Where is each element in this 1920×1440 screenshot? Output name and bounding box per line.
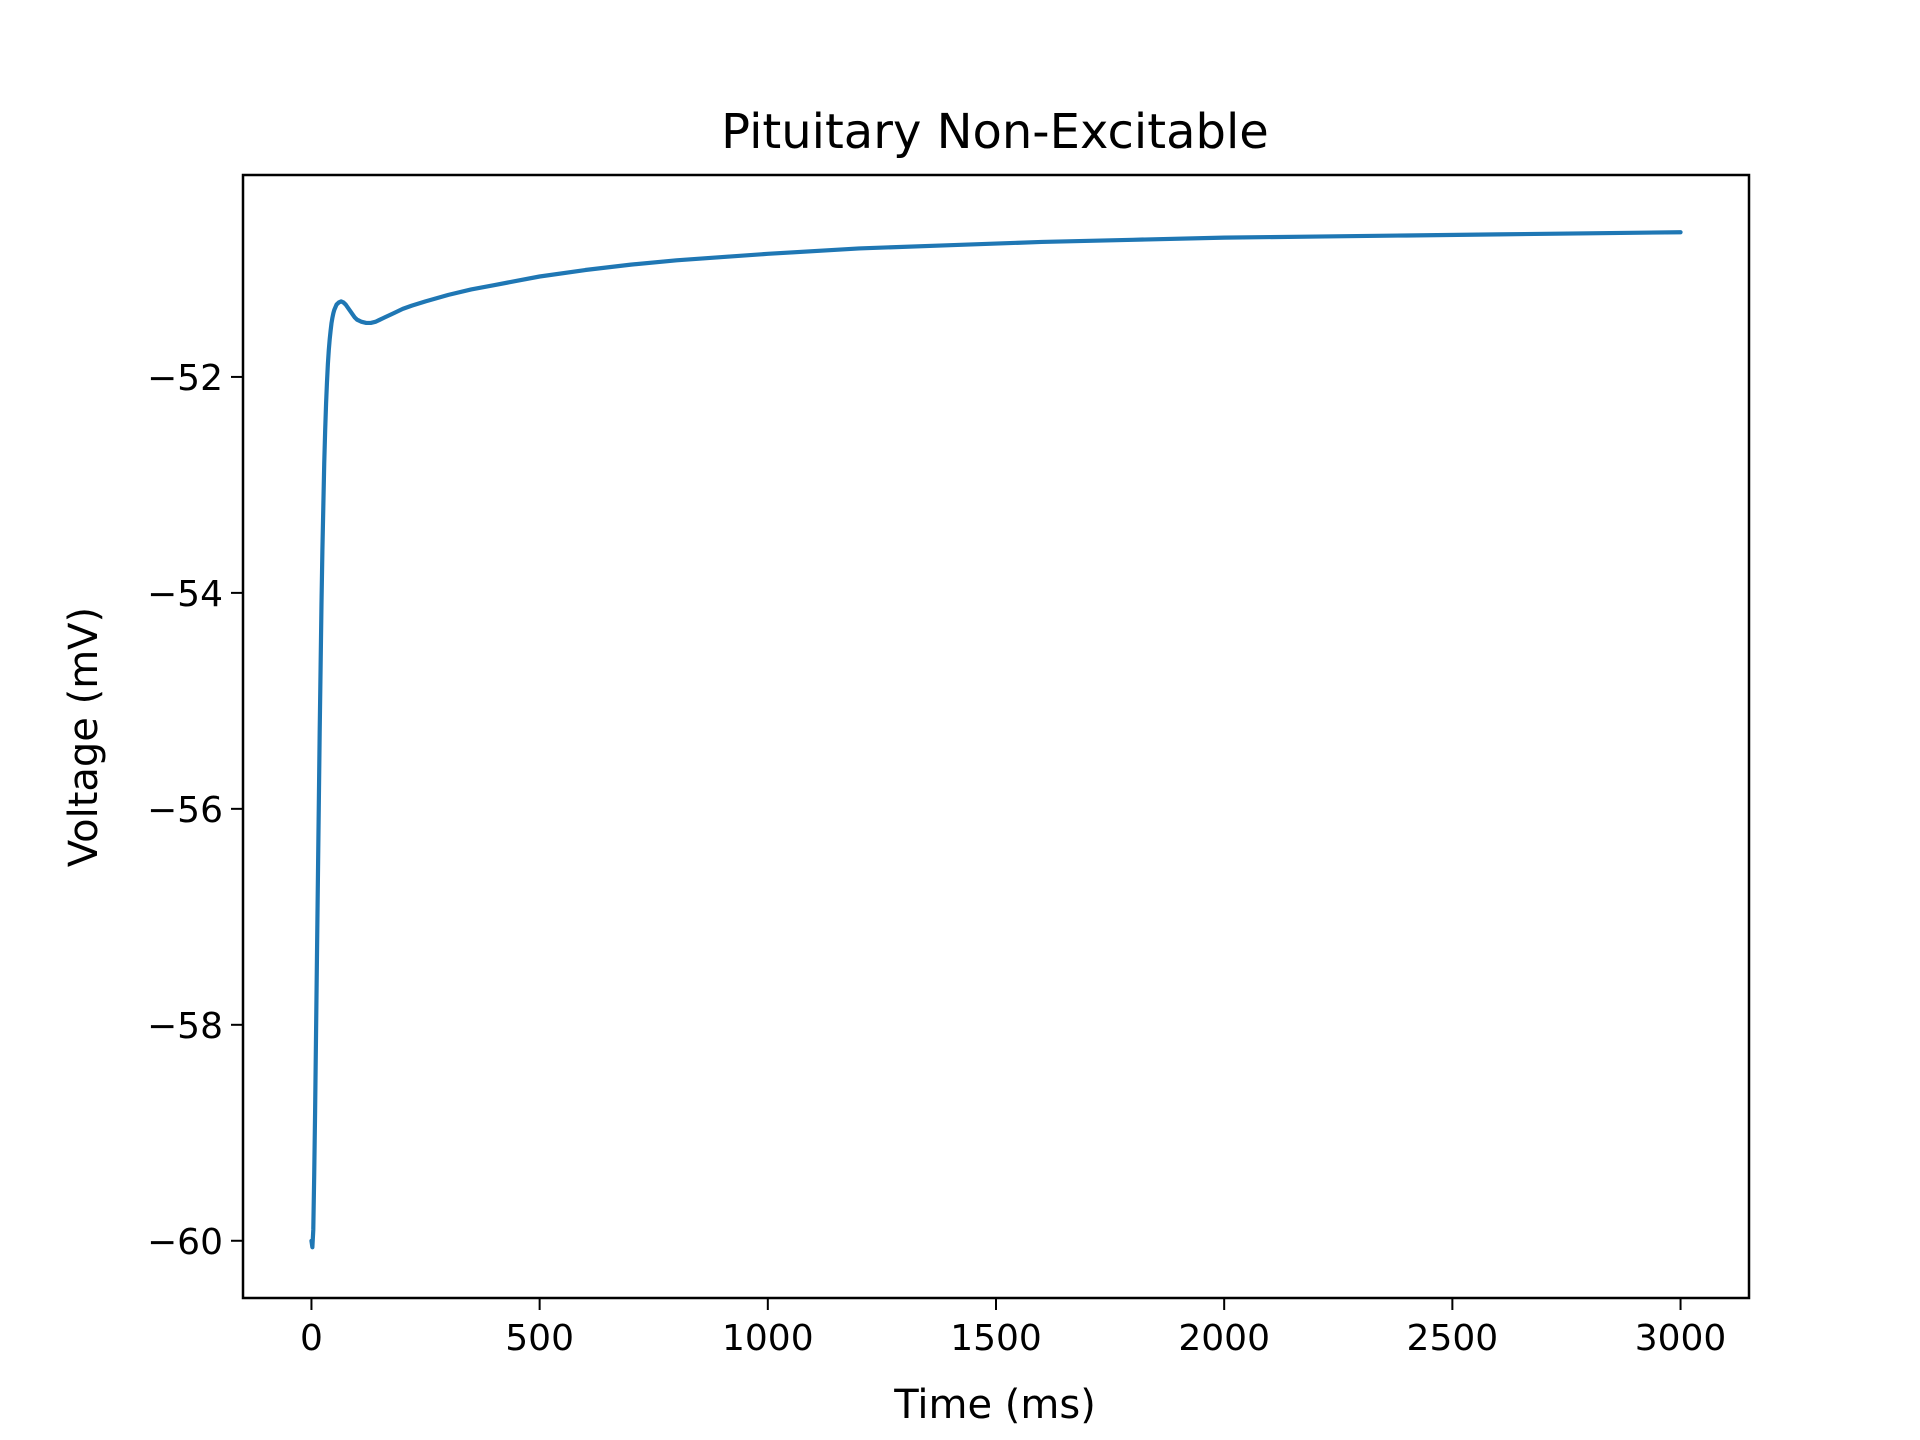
chart-title: Pituitary Non-Excitable [721,104,1269,160]
x-tick-label: 2000 [1178,1318,1270,1359]
x-axis-title: Time (ms) [893,1382,1096,1428]
y-tick-label: −58 [147,1006,223,1047]
x-tick-label: 1000 [722,1318,814,1359]
y-axis: −60 −58 −56 −54 −52 [147,358,243,1263]
x-tick-label: 500 [505,1318,574,1359]
x-tick-label: 1500 [950,1318,1042,1359]
data-series-line [309,230,1683,1250]
y-tick-label: −54 [147,574,223,615]
y-axis-title: Voltage (mV) [61,607,107,867]
x-tick-label: 3000 [1635,1318,1727,1359]
y-tick-label: −56 [147,790,223,831]
y-tick-label: −52 [147,358,223,399]
x-tick-label: 2500 [1407,1318,1499,1359]
y-tick-label: −60 [147,1222,223,1263]
x-tick-label: 0 [300,1318,323,1359]
x-axis: 0 500 1000 1500 2000 2500 3000 [300,1298,1726,1359]
